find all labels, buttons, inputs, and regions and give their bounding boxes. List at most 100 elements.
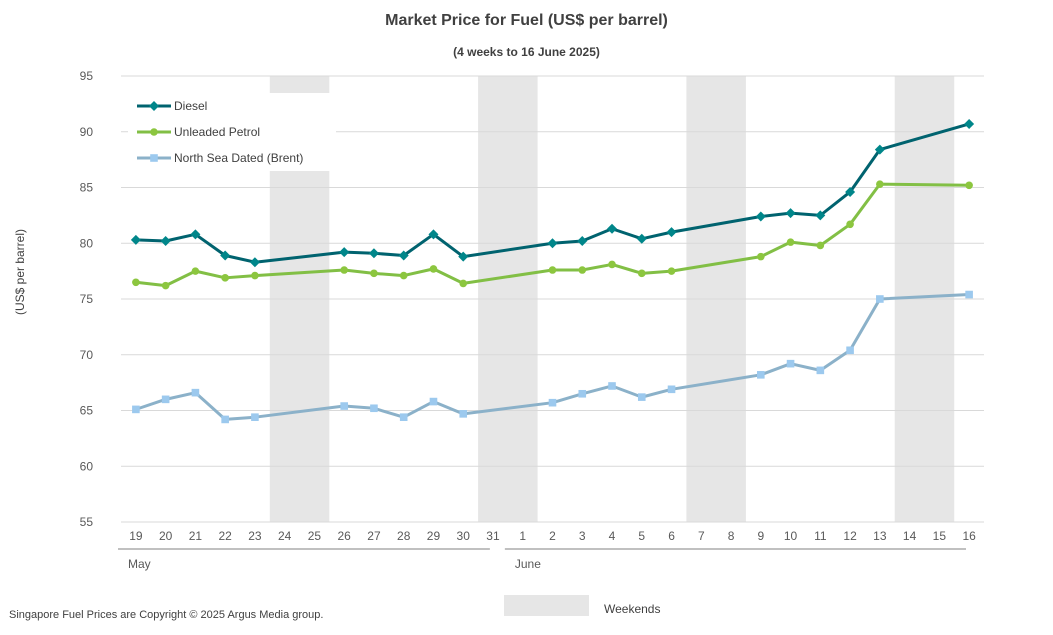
data-point [251,413,259,421]
data-point [577,236,588,247]
y-tick-label: 75 [80,292,94,306]
x-tick-label: 20 [159,529,173,543]
x-tick-label: 27 [367,529,381,543]
month-label: May [128,557,151,571]
data-point [160,236,171,247]
data-point [666,227,677,238]
x-tick-label: 24 [278,529,292,543]
y-tick-labels: 55 60 65 70 75 80 85 90 95 [80,69,94,529]
data-point [757,371,765,379]
x-tick-label: 25 [308,529,322,543]
x-tick-label: 15 [933,529,947,543]
x-tick-label: 31 [486,529,500,543]
data-point [161,395,170,404]
x-tick-label: 2 [549,529,556,543]
legend-label: Diesel [174,99,207,113]
x-tick-label: 30 [457,529,471,543]
x-tick-label: 12 [843,529,857,543]
x-tick-label: 10 [784,529,798,543]
data-point [846,346,854,355]
data-point [251,271,259,280]
data-point [370,404,378,413]
data-point [340,266,348,274]
y-tick-label: 85 [80,181,94,195]
x-tick-label: 9 [757,529,764,543]
data-point [874,144,885,155]
copyright-note: Singapore Fuel Prices are Copyright © 20… [9,609,324,621]
data-point [132,405,140,414]
data-point [399,271,408,280]
data-point [755,211,766,222]
data-point [578,389,587,398]
chart-title: Market Price for Fuel (US$ per barrel) [385,12,668,29]
y-tick-label: 80 [80,236,94,250]
weekends-legend-label: Weekends [604,602,661,616]
data-point [816,366,825,375]
data-point [876,180,884,188]
data-point [130,234,141,245]
data-point [846,220,854,229]
x-tick-label: 7 [698,529,705,543]
x-tick-label: 16 [962,529,976,543]
data-point [667,385,676,394]
data-point [429,397,438,406]
data-point [132,278,140,287]
data-point [785,208,796,219]
data-point [637,393,646,401]
data-point [786,238,795,246]
x-tick-label: 11 [814,529,827,543]
data-point [191,267,200,275]
data-point [190,229,201,240]
data-point [876,295,884,303]
data-point [965,181,973,190]
data-point [161,281,170,290]
data-point [667,267,676,275]
legend-label: North Sea Dated (Brent) [174,151,303,165]
weekends-legend-swatch [504,595,589,616]
y-tick-label: 70 [80,348,94,362]
month-label: June [515,557,541,571]
x-tick-label: 1 [519,529,526,543]
data-point [339,247,350,258]
data-point [816,241,825,250]
x-tick-label: 22 [218,529,232,543]
y-tick-label: 60 [80,459,94,473]
series-lines [130,118,975,424]
data-point [150,128,158,136]
data-point [398,250,409,261]
gridlines [121,75,984,523]
data-point [845,186,856,197]
data-point [964,118,975,129]
x-tick-label: 6 [668,529,675,543]
x-tick-label: 4 [609,529,616,543]
data-point [786,359,795,368]
y-tick-label: 65 [80,404,94,418]
data-point [221,274,229,282]
x-tick-label: 14 [903,529,917,543]
data-point [428,229,439,240]
data-point [608,382,616,390]
data-point [458,251,469,262]
legend-label: Unleaded Petrol [174,125,260,139]
data-point [249,257,260,268]
data-point [399,413,408,421]
data-point [815,210,826,221]
y-tick-label: 95 [80,69,94,83]
data-point [459,279,468,288]
y-tick-label: 90 [80,125,94,139]
data-point [548,398,557,407]
data-point [965,290,973,299]
x-axis: 19 20 21 22 23 24 25 26 27 28 29 30 31 1 2 3 4 5 6 7 8 9 10 11 1… [118,529,976,571]
data-point [370,269,378,278]
data-point [608,260,616,269]
x-tick-label: 8 [728,529,735,543]
x-tick-label: 29 [427,529,441,543]
legend: Diesel Unleaded Petrol North Sea Dated (Br… [128,93,336,171]
data-point [340,402,348,410]
y-tick-label: 55 [80,515,94,529]
data-point [191,388,200,397]
data-point [548,266,557,274]
data-point [636,233,647,244]
x-tick-label: 13 [873,529,887,543]
